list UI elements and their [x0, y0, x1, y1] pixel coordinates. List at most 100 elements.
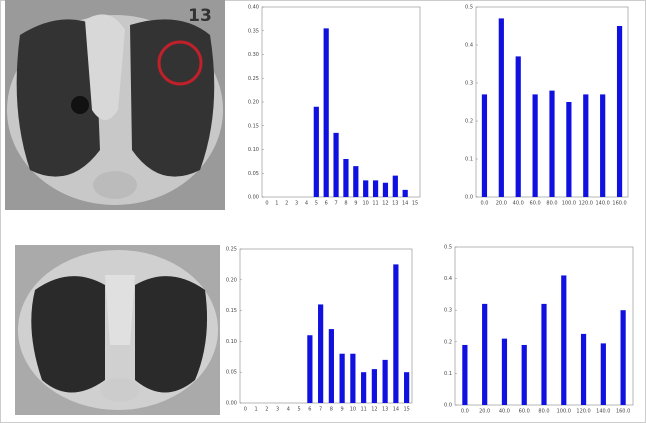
x-tick-label: 5	[315, 201, 318, 207]
x-tick-label: 3	[295, 201, 298, 207]
bar	[313, 106, 319, 197]
y-tick-label: 0.35	[248, 28, 259, 34]
y-tick-label: 0.25	[248, 76, 259, 82]
x-tick-label: 100.0	[562, 201, 576, 207]
y-tick-label: 0.20	[248, 100, 259, 106]
bar	[620, 310, 626, 405]
y-tick-label: 0.1	[465, 157, 473, 163]
y-tick-label: 0.15	[248, 123, 259, 129]
x-tick-label: 1	[275, 201, 278, 207]
x-tick-label: 14	[402, 201, 408, 207]
x-tick-label: 4	[305, 201, 308, 207]
bar	[482, 303, 488, 405]
x-tick-label: 13	[392, 201, 398, 207]
x-tick-label: 40.0	[513, 201, 524, 207]
x-tick-label: 120.0	[579, 201, 593, 207]
bar	[462, 344, 468, 405]
x-tick-label: 10	[350, 407, 356, 413]
bar	[404, 372, 410, 403]
x-tick-label: 60.0	[530, 201, 541, 207]
x-tick-label: 5	[298, 407, 301, 413]
x-tick-label: 2	[265, 407, 268, 413]
y-tick-label: 0.1	[444, 371, 452, 377]
x-tick-label: 12	[382, 201, 388, 207]
x-tick-label: 8	[330, 407, 333, 413]
bar	[363, 180, 369, 197]
bar	[549, 90, 555, 197]
y-tick-label: 0.00	[226, 401, 237, 407]
y-tick-label: 0.30	[248, 52, 259, 58]
x-tick-label: 7	[334, 201, 337, 207]
plot-area	[239, 248, 413, 404]
image-label: 13	[188, 6, 212, 26]
bar	[339, 353, 345, 403]
bar	[307, 335, 313, 403]
x-tick-label: 140.0	[596, 409, 610, 415]
x-tick-label: 120.0	[576, 409, 590, 415]
bar	[600, 94, 606, 197]
x-tick-label: 6	[325, 201, 328, 207]
x-tick-label: 9	[341, 407, 344, 413]
x-tick-label: 160.0	[616, 409, 630, 415]
x-tick-label: 100.0	[557, 409, 571, 415]
x-tick-label: 60.0	[519, 409, 530, 415]
x-tick-label: 4	[287, 407, 290, 413]
x-tick-label: 20.0	[496, 201, 507, 207]
bar	[402, 189, 408, 197]
x-tick-label: 140.0	[596, 201, 610, 207]
x-tick-label: 14	[393, 407, 399, 413]
ct-image-bottom	[15, 245, 220, 415]
plot-area	[261, 6, 421, 198]
x-tick-label: 1	[255, 407, 258, 413]
bar	[566, 102, 572, 197]
x-tick-label: 40.0	[499, 409, 510, 415]
bar	[382, 359, 388, 403]
x-tick-label: 11	[372, 201, 378, 207]
y-tick-label: 0.05	[248, 171, 259, 177]
bar	[532, 94, 538, 197]
bar	[371, 369, 377, 403]
y-tick-label: 0.15	[226, 308, 237, 314]
y-tick-label: 0.2	[444, 339, 452, 345]
bar	[350, 353, 356, 403]
bar	[343, 159, 349, 197]
x-tick-label: 12	[371, 407, 377, 413]
x-tick-label: 0	[265, 201, 268, 207]
bar	[393, 264, 399, 403]
bar	[481, 94, 488, 197]
bar	[521, 344, 527, 405]
x-tick-label: 3	[276, 407, 279, 413]
bar	[583, 94, 589, 197]
x-tick-label: 8	[344, 201, 347, 207]
x-tick-label: 2	[285, 201, 288, 207]
bar	[392, 175, 398, 197]
x-tick-label: 10	[363, 201, 369, 207]
y-tick-label: 0.40	[248, 5, 259, 11]
bar	[600, 343, 606, 405]
y-tick-label: 0.20	[226, 277, 237, 283]
y-tick-label: 0.2	[465, 119, 473, 125]
x-tick-label: 0	[244, 407, 247, 413]
bar	[318, 304, 324, 403]
bar	[333, 132, 339, 197]
x-tick-label: 0.0	[480, 201, 488, 207]
bar	[580, 333, 587, 405]
bar	[372, 180, 379, 197]
x-tick-label: 13	[382, 407, 388, 413]
y-tick-label: 0.3	[465, 81, 473, 87]
x-tick-label: 160.0	[612, 201, 626, 207]
x-tick-label: 6	[308, 407, 311, 413]
y-tick-label: 0.00	[248, 195, 259, 201]
x-tick-label: 80.0	[538, 409, 549, 415]
ct-image-top: 13	[5, 0, 225, 210]
y-tick-label: 0.25	[226, 247, 237, 253]
y-tick-label: 0.0	[465, 195, 473, 201]
x-tick-label: 20.0	[479, 409, 490, 415]
bar	[382, 182, 389, 197]
bar	[323, 28, 329, 197]
x-tick-label: 15	[412, 201, 418, 207]
x-tick-label: 7	[319, 407, 322, 413]
bar	[616, 26, 623, 197]
bar	[501, 338, 508, 405]
